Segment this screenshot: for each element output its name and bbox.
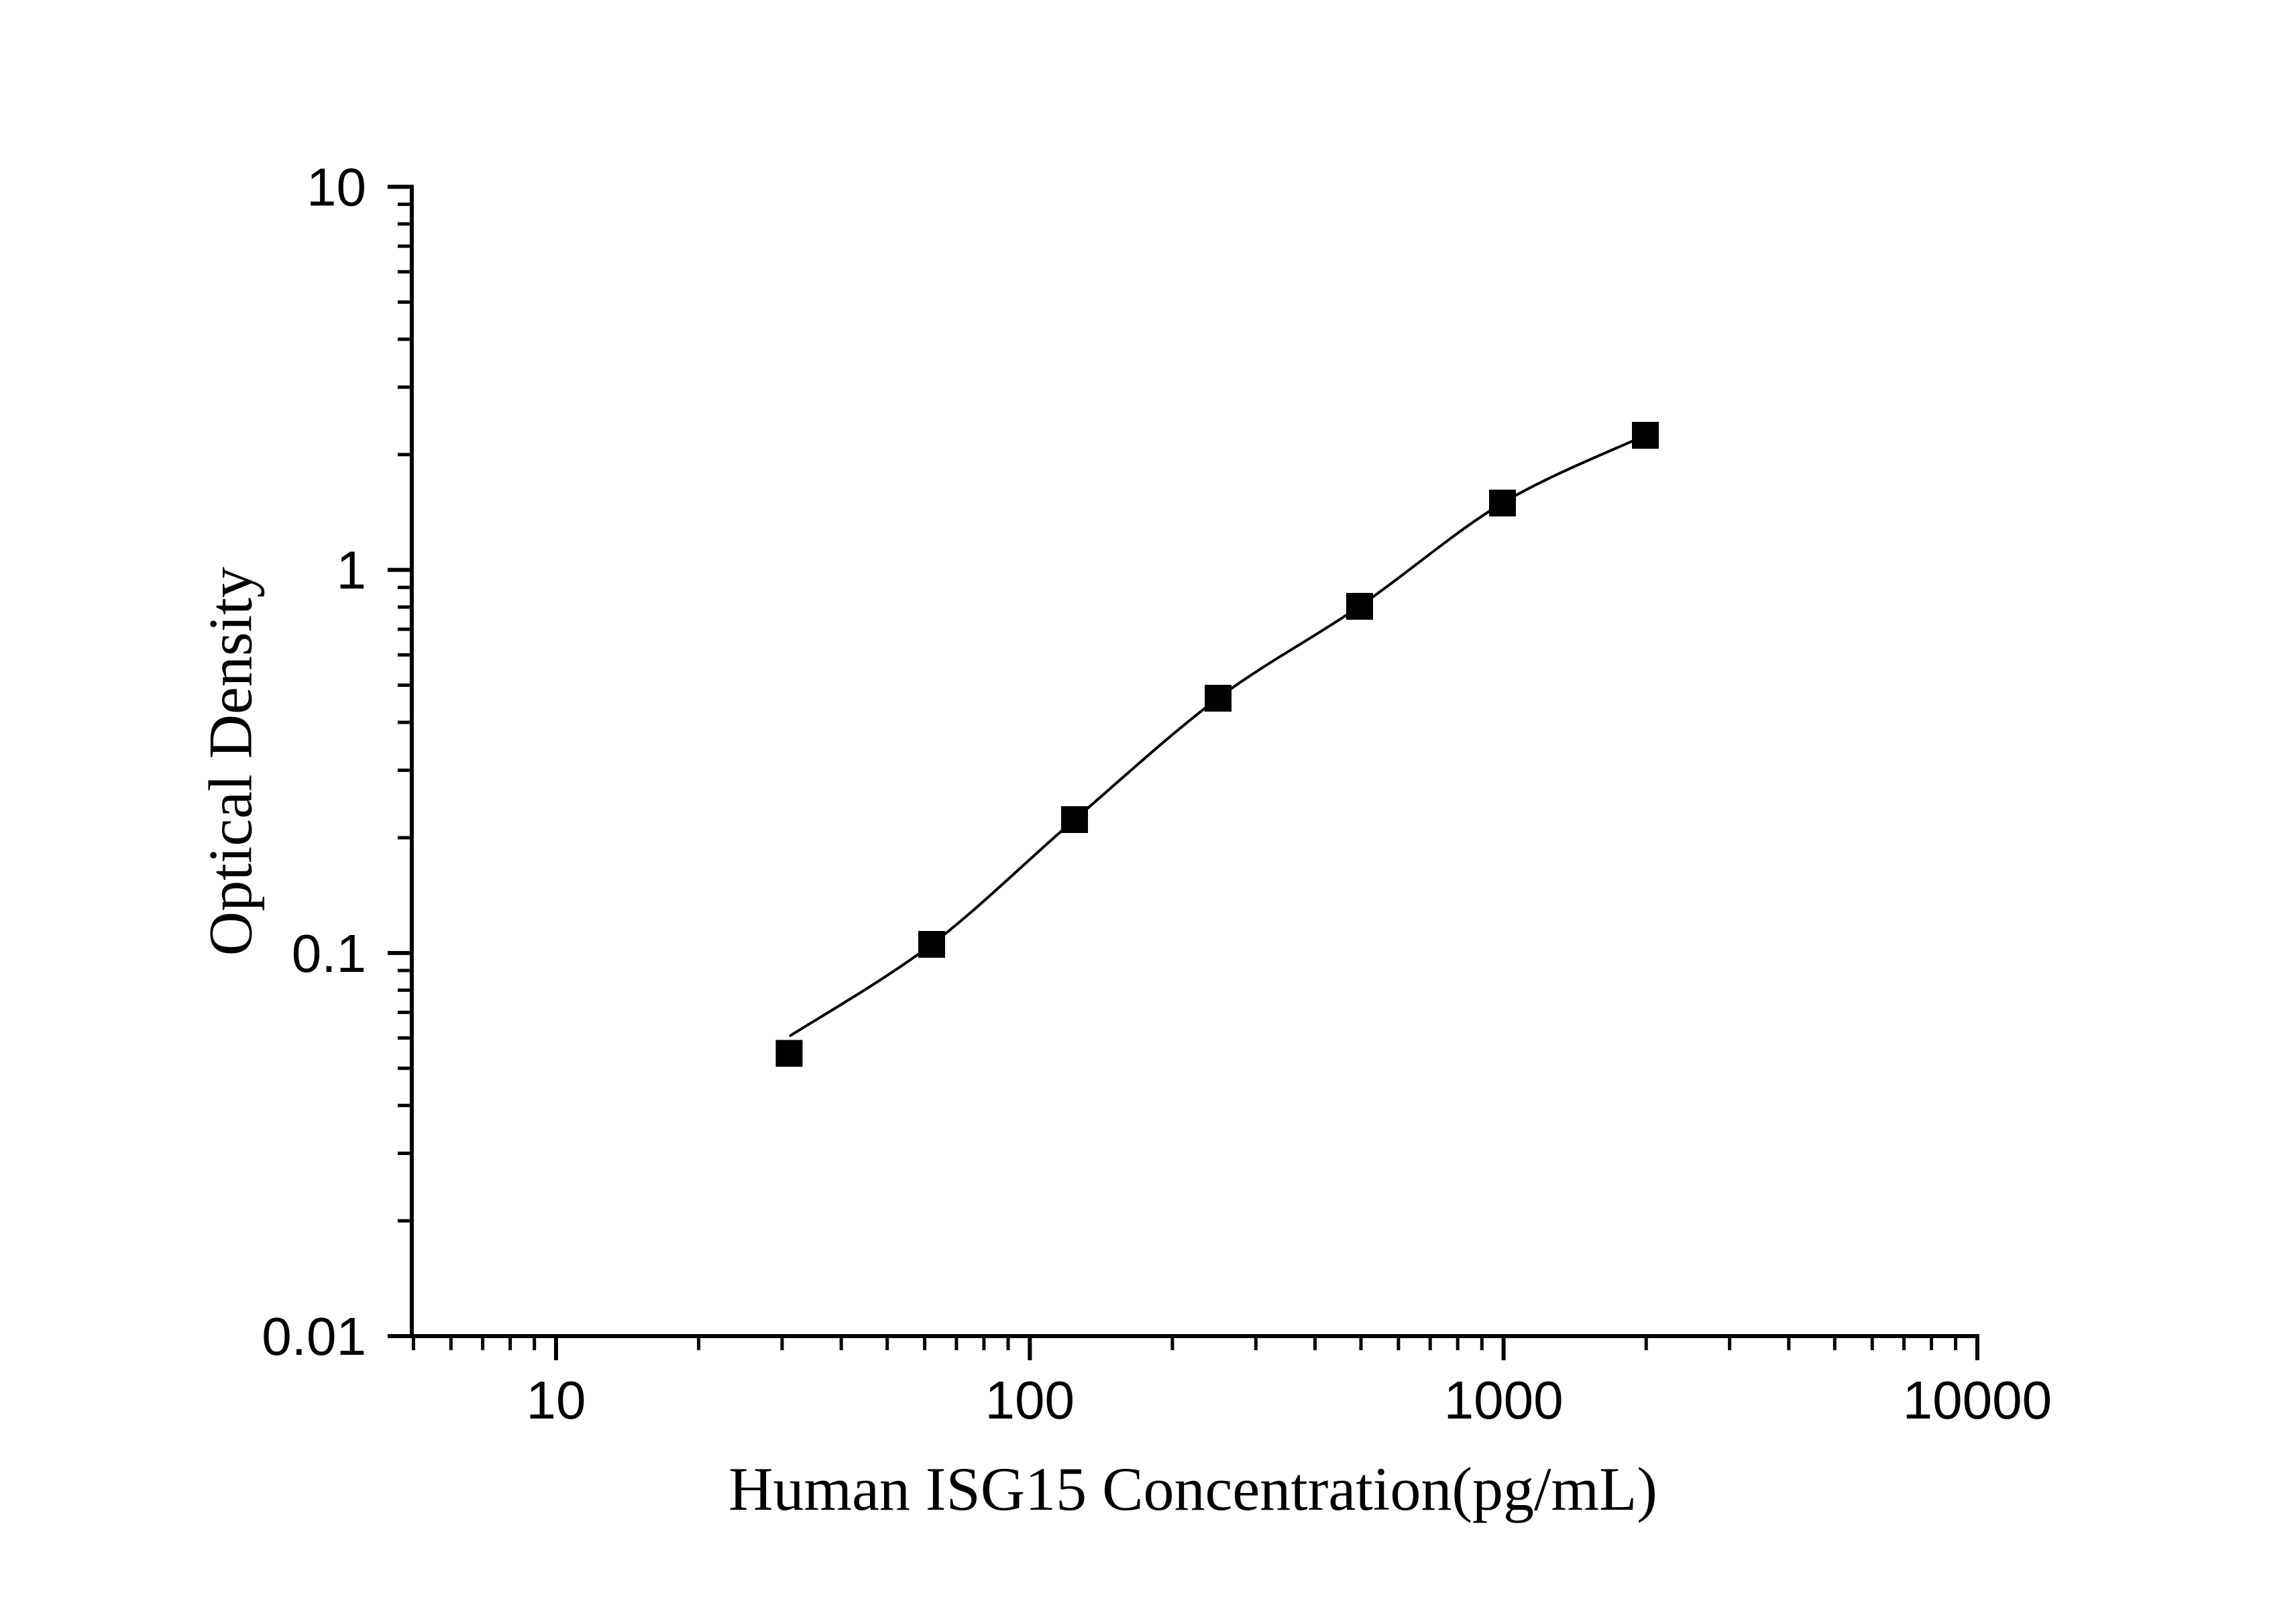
svg-text:Optical Density: Optical Density [197, 567, 265, 956]
svg-text:100: 100 [985, 1370, 1075, 1430]
svg-text:Human ISG15 Concentration(pg/m: Human ISG15 Concentration(pg/mL) [728, 1455, 1657, 1523]
svg-text:10: 10 [527, 1370, 586, 1430]
svg-text:1000: 1000 [1444, 1370, 1564, 1430]
svg-text:10000: 10000 [1903, 1370, 2052, 1430]
svg-text:1: 1 [337, 541, 367, 600]
svg-text:10: 10 [307, 158, 366, 217]
svg-text:0.01: 0.01 [262, 1307, 366, 1366]
svg-text:0.1: 0.1 [292, 924, 366, 983]
